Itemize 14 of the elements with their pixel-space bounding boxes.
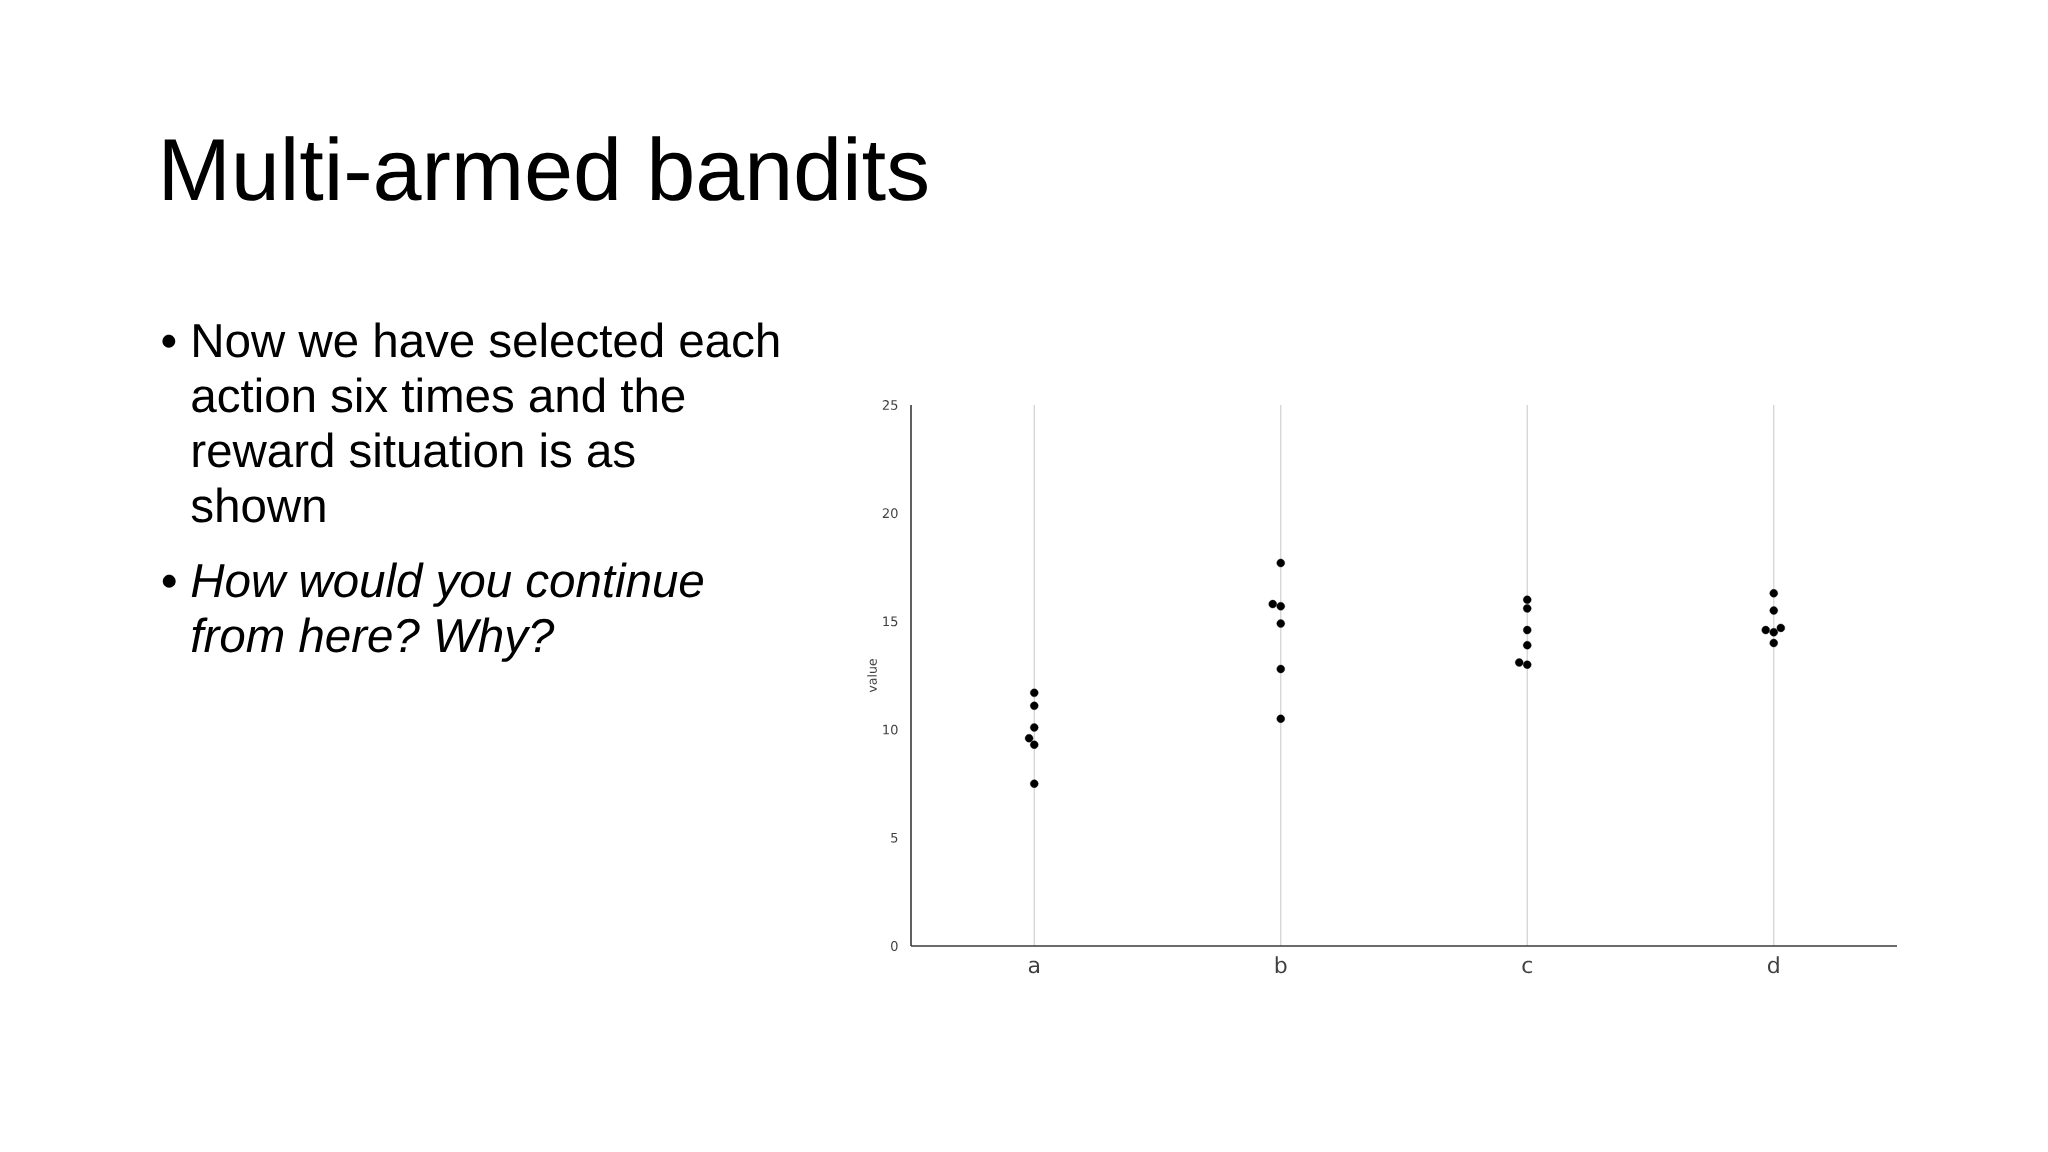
y-tick-label: 0 <box>891 941 898 951</box>
y-tick-label: 5 <box>891 832 898 843</box>
chart-title: Multi-armed bandits <box>164 136 927 201</box>
x-tick-label: a <box>1028 960 1040 974</box>
y-tick-label: 20 <box>882 508 898 519</box>
text: • How would you continue from here? Why? <box>162 562 703 662</box>
y-tick-label: 25 <box>882 400 898 410</box>
text: • Now we have selected each action six times and the reward situation is as shown <box>162 322 779 523</box>
y-tick-label: 10 <box>883 724 898 735</box>
x-tick-label: c <box>1522 960 1532 974</box>
y-tick-label: 15 <box>883 616 898 627</box>
x-tick-label: b <box>1275 956 1287 974</box>
y-axis-title: value <box>867 659 877 693</box>
x-tick-label: d <box>1767 956 1779 974</box>
